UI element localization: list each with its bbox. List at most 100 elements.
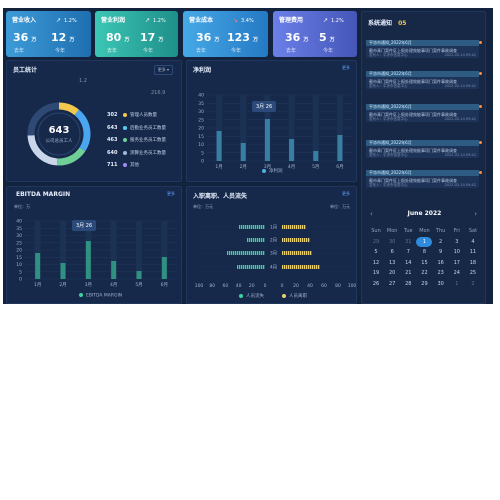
bar-right[interactable] xyxy=(282,238,310,242)
y-tick-label: 20 xyxy=(198,126,204,132)
more-link[interactable]: 更多 xyxy=(342,191,350,196)
bar[interactable] xyxy=(111,261,117,279)
bar[interactable] xyxy=(313,151,319,161)
staff-count: 643 xyxy=(107,124,118,131)
panel-title: 入职离职、人员流失 xyxy=(193,193,248,200)
calendar-day[interactable]: 14 xyxy=(405,259,412,266)
more-dropdown[interactable]: 更多 ▾ xyxy=(153,65,173,75)
trend-up-icon: ↗ xyxy=(323,17,329,24)
calendar-day[interactable]: 10 xyxy=(453,249,460,255)
x-tick-label: 4月 xyxy=(110,282,117,288)
bar-right[interactable] xyxy=(282,265,320,269)
calendar-day[interactable]: 15 xyxy=(421,259,428,266)
bar[interactable] xyxy=(216,131,222,161)
calendar-day[interactable]: 17 xyxy=(453,259,460,266)
notice-date: 2022-02-14 09:42 xyxy=(444,153,476,157)
kpi-card-operating-cost[interactable]: 营业成本 ↘ 3.4% 36 万 去年 123 万 今年 xyxy=(183,11,268,57)
calendar-day[interactable]: 31 xyxy=(405,238,412,245)
calendar-day[interactable]: 2 xyxy=(439,238,443,245)
calendar-day[interactable]: 30 xyxy=(388,238,396,245)
notice-item[interactable]: 平凉市通知_2022年6月 截市青门案件区上报处理效能事项门案件事故调查 发布人：平… xyxy=(366,140,482,158)
bar[interactable] xyxy=(136,271,142,279)
calendar-day[interactable]: 30 xyxy=(437,280,444,287)
calendar-day[interactable]: 3 xyxy=(455,238,459,245)
bar-left[interactable] xyxy=(247,238,265,242)
calendar-day[interactable]: 22 xyxy=(421,270,428,276)
x-tick-label: 1月 xyxy=(34,282,41,288)
calendar-day[interactable]: 6 xyxy=(390,249,394,255)
calendar-day[interactable]: 28 xyxy=(405,280,412,287)
kpi-card-revenue[interactable]: 营业收入 ↗ 1.2% 36 万 去年 12 万 今年 xyxy=(6,11,91,57)
kpi-last-year-value: 36 万 xyxy=(196,31,220,44)
calendar-day[interactable]: 26 xyxy=(372,280,380,287)
calendar-day[interactable]: 21 xyxy=(405,270,412,276)
calendar-day[interactable]: 16 xyxy=(437,259,444,266)
bar-right[interactable] xyxy=(282,251,312,255)
calendar-day[interactable]: 29 xyxy=(372,238,380,245)
calendar-week-row: 19 20 21 22 23 24 25 xyxy=(368,268,481,279)
bar[interactable] xyxy=(264,119,270,161)
staff-total: 643 xyxy=(48,125,70,136)
notice-meta: 发布人：平凉市信息中心 xyxy=(369,53,408,57)
panel-title: EBITDA MARGIN xyxy=(16,191,71,198)
bar-left[interactable] xyxy=(237,265,265,269)
calendar-day[interactable]: 19 xyxy=(372,270,380,276)
kpi-this-year-label: 今年 xyxy=(231,48,242,54)
bar[interactable] xyxy=(85,241,91,279)
calendar-day[interactable]: 13 xyxy=(388,259,396,266)
overlay-value-left: 1.2 xyxy=(79,78,87,84)
notice-item[interactable]: 平凉市通知_2022年6月 截市青门案件区上报处理效能事项门案件事故调查 发布人：平… xyxy=(366,170,482,188)
ring-segment xyxy=(27,102,60,136)
staff-count: 711 xyxy=(107,162,118,169)
bar[interactable] xyxy=(35,253,41,279)
weekday-label: Sun xyxy=(371,228,381,234)
bar-track xyxy=(136,221,142,279)
chart-legend: EBITDA MARGIN xyxy=(79,293,122,299)
bar-right[interactable] xyxy=(282,225,306,229)
notice-item[interactable]: 平凉市通知_2022年6月 截市青门案件区上报处理效能事项门案件事故调查 发布人：平… xyxy=(366,71,482,89)
calendar-day[interactable]: 8 xyxy=(422,249,427,255)
more-link[interactable]: 更多 xyxy=(167,191,175,196)
next-month-button[interactable]: › xyxy=(474,210,477,218)
calendar-day[interactable]: 5 xyxy=(374,249,378,255)
kpi-title: 营业收入 xyxy=(12,17,37,24)
notice-item[interactable]: 平凉市通知_2022年6月 截市青门案件区上报处理效能事项门案件事故调查 发布人：平… xyxy=(366,104,482,122)
kpi-trend: ↗ 1.2% xyxy=(56,17,77,24)
more-link[interactable]: 更多 xyxy=(342,65,350,70)
calendar-day[interactable]: 1 xyxy=(455,280,459,287)
notice-item[interactable]: 平凉市通知_2022年6月 截市青门案件区上报处理效能事项门案件事故调查 发布人：平… xyxy=(366,40,482,58)
calendar-day[interactable]: 27 xyxy=(388,280,396,287)
bar[interactable] xyxy=(161,257,167,279)
calendar-day[interactable]: 20 xyxy=(388,270,396,276)
kpi-card-operating-profit[interactable]: 营业利润 ↗ 1.2% 80 万 去年 17 万 今年 xyxy=(95,11,178,57)
calendar-day[interactable]: 7 xyxy=(406,249,410,255)
staff-total-label: 公司总员工人 xyxy=(45,139,73,144)
x-tick-label: 80 xyxy=(335,283,341,289)
kpi-last-year-value: 36 万 xyxy=(285,31,309,44)
bar[interactable] xyxy=(337,135,343,161)
calendar-day[interactable]: 11 xyxy=(469,249,477,255)
bar-track xyxy=(312,95,319,161)
calendar-day[interactable]: 9 xyxy=(439,249,443,255)
calendar-day[interactable]: 29 xyxy=(421,280,428,287)
kpi-this-year-label: 今年 xyxy=(55,48,66,54)
calendar-day[interactable]: 24 xyxy=(453,270,460,276)
net-profit-panel: 净利润 更多 0 5 10 15 20 25 30 35 40 1月 2月 3月 4月 5月 6月 3月 2… xyxy=(186,60,357,182)
prev-month-button[interactable]: ‹ xyxy=(370,210,373,218)
calendar-day[interactable]: 12 xyxy=(372,259,380,266)
bar[interactable] xyxy=(289,139,295,161)
bar[interactable] xyxy=(240,143,246,161)
bar-left[interactable] xyxy=(239,225,265,229)
calendar-day[interactable]: 1 xyxy=(416,236,433,247)
unread-dot xyxy=(479,72,482,75)
calendar-day[interactable]: 2 xyxy=(471,280,475,287)
notice-date: 2022-02-14 09:42 xyxy=(444,84,476,88)
calendar-day[interactable]: 23 xyxy=(437,270,444,276)
calendar-day[interactable]: 4 xyxy=(471,238,475,245)
kpi-last-year-label: 去年 xyxy=(14,48,25,54)
bar-left[interactable] xyxy=(227,251,265,255)
calendar-day[interactable]: 25 xyxy=(469,270,477,276)
calendar-day[interactable]: 18 xyxy=(469,259,477,266)
bar[interactable] xyxy=(60,263,66,279)
